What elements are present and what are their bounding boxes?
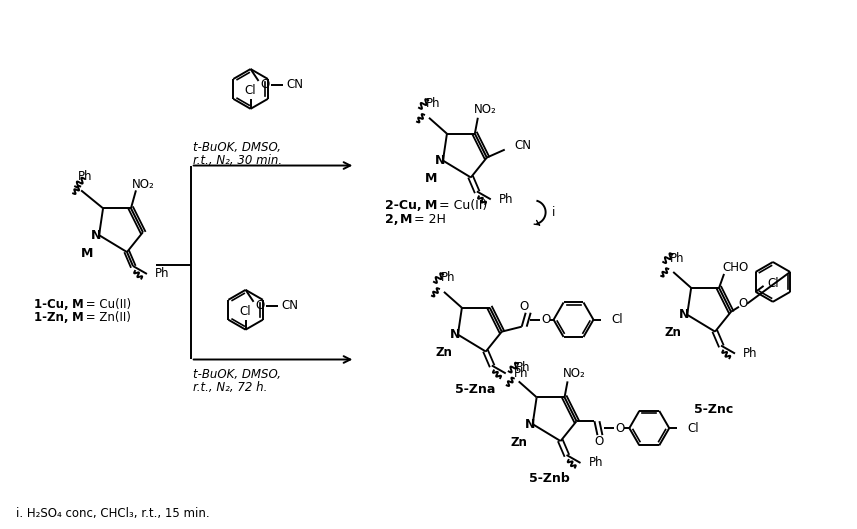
Text: N: N xyxy=(524,418,535,431)
Text: O: O xyxy=(739,297,747,311)
Text: = Zn(II): = Zn(II) xyxy=(82,311,131,324)
Text: Zn: Zn xyxy=(510,435,527,449)
Text: N: N xyxy=(679,308,689,321)
Text: Ph: Ph xyxy=(515,361,530,374)
Text: O: O xyxy=(255,299,264,312)
Text: M: M xyxy=(425,199,437,212)
Text: Ph: Ph xyxy=(513,367,528,380)
Text: r.t., N₂, 72 h.: r.t., N₂, 72 h. xyxy=(193,381,267,394)
Text: N: N xyxy=(91,229,101,242)
Text: Ph: Ph xyxy=(440,271,455,285)
Text: Zn: Zn xyxy=(665,326,681,339)
Text: r.t., N₂, 30 min.: r.t., N₂, 30 min. xyxy=(193,154,282,167)
Text: NO₂: NO₂ xyxy=(473,103,496,116)
Text: Cl: Cl xyxy=(240,305,251,318)
Text: O: O xyxy=(519,300,528,313)
Text: i: i xyxy=(552,206,555,219)
Text: M: M xyxy=(81,247,93,260)
Text: Zn: Zn xyxy=(435,346,452,359)
Text: 5-Znb: 5-Znb xyxy=(530,472,570,486)
Text: M: M xyxy=(72,311,84,324)
Text: 5-Zna: 5-Zna xyxy=(455,383,495,396)
Text: = Cu(II): = Cu(II) xyxy=(82,298,131,311)
Text: CN: CN xyxy=(281,299,298,312)
Text: NO₂: NO₂ xyxy=(563,367,586,380)
Text: Ph: Ph xyxy=(743,347,758,360)
Text: Ph: Ph xyxy=(155,268,170,280)
Text: Ph: Ph xyxy=(589,457,603,469)
Text: i. H₂SO₄ conc, CHCl₃, r.t., 15 min.: i. H₂SO₄ conc, CHCl₃, r.t., 15 min. xyxy=(16,507,210,520)
Text: CN: CN xyxy=(515,139,531,152)
Text: 5-Znc: 5-Znc xyxy=(694,403,734,416)
Text: Cl: Cl xyxy=(768,277,779,290)
Text: N: N xyxy=(450,328,460,341)
Text: O: O xyxy=(615,422,625,435)
Text: O: O xyxy=(260,78,269,92)
Text: N: N xyxy=(434,154,445,167)
Text: t-BuOK, DMSO,: t-BuOK, DMSO, xyxy=(193,368,281,381)
Text: 2,: 2, xyxy=(385,213,403,226)
Text: O: O xyxy=(595,434,604,448)
Text: M: M xyxy=(425,172,437,185)
Text: O: O xyxy=(541,313,550,326)
Text: = 2H: = 2H xyxy=(410,213,446,226)
Text: Ph: Ph xyxy=(499,193,513,206)
Text: M: M xyxy=(400,213,412,226)
Text: Ph: Ph xyxy=(78,170,93,183)
Text: t-BuOK, DMSO,: t-BuOK, DMSO, xyxy=(193,141,281,154)
Text: Cl: Cl xyxy=(611,313,623,326)
Text: CN: CN xyxy=(286,78,303,92)
Text: 1-Cu,: 1-Cu, xyxy=(34,298,73,311)
Text: 2-Cu,: 2-Cu, xyxy=(385,199,426,212)
Text: M: M xyxy=(72,298,84,311)
Text: CHO: CHO xyxy=(722,261,748,275)
Text: Cl: Cl xyxy=(245,85,256,97)
Text: Ph: Ph xyxy=(670,251,685,264)
Text: = Cu(II): = Cu(II) xyxy=(435,199,488,212)
Text: NO₂: NO₂ xyxy=(132,178,154,191)
Text: Ph: Ph xyxy=(426,97,440,111)
Text: 1-Zn,: 1-Zn, xyxy=(34,311,73,324)
Text: Cl: Cl xyxy=(687,422,698,435)
